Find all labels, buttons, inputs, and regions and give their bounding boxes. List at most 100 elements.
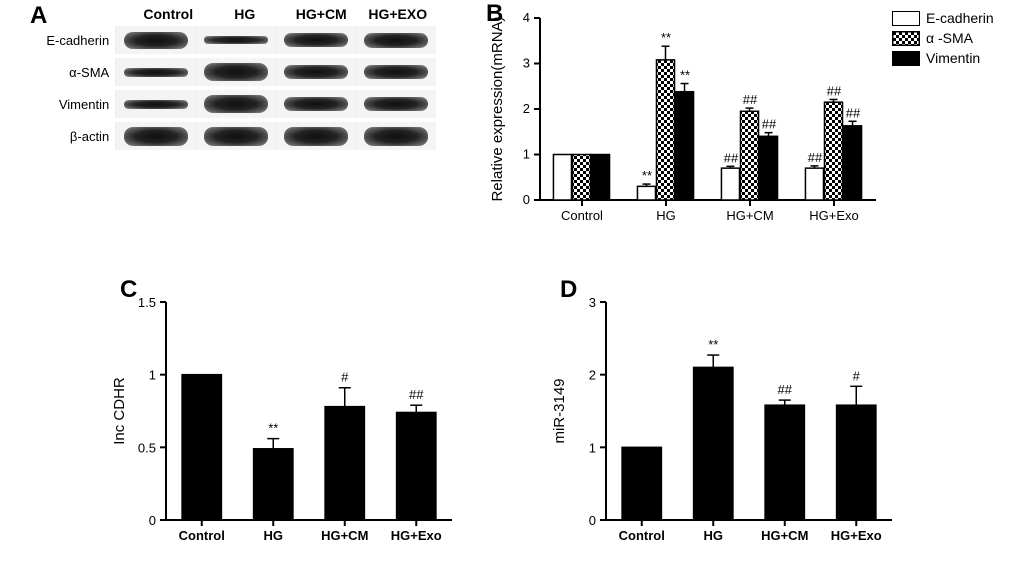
svg-text:##: ##: [724, 150, 739, 165]
blot-lane: [115, 58, 195, 86]
svg-text:Control: Control: [619, 528, 665, 543]
blot-header: Control: [130, 6, 207, 22]
svg-text:##: ##: [762, 117, 777, 132]
svg-text:HG+CM: HG+CM: [321, 528, 368, 543]
blot-band: [204, 95, 268, 113]
svg-text:**: **: [268, 421, 278, 436]
blot-row-label: Vimentin: [28, 97, 115, 112]
blot-band: [284, 97, 348, 111]
blot-band: [124, 68, 188, 77]
blot-row-label: α-SMA: [28, 65, 115, 80]
chart-B: 0 1 2 3 4 Relative expression(mRNA) Control HG *…: [484, 6, 884, 236]
blot-header: HG+EXO: [360, 6, 437, 22]
legend-label: α -SMA: [926, 30, 973, 46]
svg-text:Control: Control: [561, 208, 603, 223]
svg-text:0: 0: [589, 513, 596, 528]
blot-lane: [195, 90, 275, 118]
svg-text:HG+Exo: HG+Exo: [391, 528, 442, 543]
svg-text:**: **: [708, 337, 718, 352]
blot-headers: Control HG HG+CM HG+EXO: [130, 6, 436, 22]
blot-band: [124, 127, 188, 146]
svg-text:HG+Exo: HG+Exo: [831, 528, 882, 543]
svg-text:2: 2: [589, 368, 596, 383]
blot-row: E-cadherin: [28, 26, 436, 54]
svg-text:0: 0: [523, 192, 530, 207]
svg-text:##: ##: [778, 382, 793, 397]
blot-lane: [195, 26, 275, 54]
svg-text:HG+CM: HG+CM: [726, 208, 773, 223]
blot-band: [284, 33, 348, 47]
svg-text:Control: Control: [179, 528, 225, 543]
svg-text:miR-3149: miR-3149: [551, 378, 568, 443]
blot-lane: [276, 122, 356, 150]
svg-text:0: 0: [149, 513, 156, 528]
svg-text:3: 3: [589, 295, 596, 310]
svg-text:**: **: [661, 30, 671, 45]
blot-lane: [195, 122, 275, 150]
svg-text:1: 1: [149, 368, 156, 383]
svg-text:HG: HG: [264, 528, 284, 543]
legend-item: Vimentin: [892, 50, 994, 66]
figure: A B C D Control HG HG+CM HG+EXO E-cadher…: [0, 0, 1020, 565]
blot-lane: [115, 26, 195, 54]
svg-text:HG+CM: HG+CM: [761, 528, 808, 543]
svg-text:3: 3: [523, 56, 530, 71]
blot-band: [124, 32, 188, 49]
svg-text:**: **: [642, 168, 652, 183]
blot-row: α-SMA: [28, 58, 436, 86]
svg-text:##: ##: [743, 92, 758, 107]
svg-text:#: #: [341, 370, 349, 385]
blot-band: [364, 97, 428, 111]
svg-text:##: ##: [808, 150, 823, 165]
western-blot-panel: Control HG HG+CM HG+EXO E-cadherin α-SMA V…: [28, 6, 436, 150]
svg-text:##: ##: [846, 105, 861, 120]
svg-text:Inc CDHR: Inc CDHR: [111, 377, 128, 445]
svg-text:1.5: 1.5: [138, 295, 156, 310]
blot-band: [284, 65, 348, 79]
blot-header: HG: [207, 6, 284, 22]
svg-text:**: **: [680, 68, 690, 83]
svg-text:##: ##: [409, 387, 424, 402]
svg-text:4: 4: [523, 10, 530, 25]
svg-text:1: 1: [523, 147, 530, 162]
blot-lane: [115, 90, 195, 118]
svg-text:#: #: [853, 368, 861, 383]
chart-C: 0 0.5 1 1.5 Inc CDHR Control HG ** HG+CM # HG+Exo #…: [104, 282, 464, 562]
legend-swatch: [892, 31, 920, 46]
legend-label: E-cadherin: [926, 10, 994, 26]
legend-swatch: [892, 51, 920, 66]
svg-text:HG+Exo: HG+Exo: [809, 208, 859, 223]
blot-band: [364, 65, 428, 79]
svg-text:##: ##: [827, 83, 842, 98]
blot-header: HG+CM: [283, 6, 360, 22]
blot-lane: [356, 90, 436, 118]
blot-row: β-actin: [28, 122, 436, 150]
blot-row-label: E-cadherin: [28, 33, 115, 48]
blot-lane: [356, 26, 436, 54]
blot-band: [364, 127, 428, 146]
blot-band: [364, 33, 428, 48]
legend-item: E-cadherin: [892, 10, 994, 26]
svg-text:1: 1: [589, 440, 596, 455]
blot-row-label: β-actin: [28, 129, 115, 144]
blot-band: [124, 100, 188, 109]
blot-lane: [276, 26, 356, 54]
legend-swatch: [892, 11, 920, 26]
blot-lane: [115, 122, 195, 150]
blot-lane: [195, 58, 275, 86]
blot-band: [204, 36, 268, 44]
legend-B: E-cadherin α -SMA Vimentin: [892, 10, 994, 70]
legend-item: α -SMA: [892, 30, 994, 46]
svg-text:HG: HG: [704, 528, 724, 543]
svg-text:2: 2: [523, 101, 530, 116]
blot-lane: [276, 58, 356, 86]
blot-row: Vimentin: [28, 90, 436, 118]
blot-band: [284, 127, 348, 146]
legend-label: Vimentin: [926, 50, 980, 66]
svg-text:0.5: 0.5: [138, 440, 156, 455]
svg-text:HG: HG: [656, 208, 676, 223]
svg-text:Relative expression(mRNA): Relative expression(mRNA): [489, 16, 506, 201]
blot-lane: [356, 122, 436, 150]
blot-lane: [276, 90, 356, 118]
blot-band: [204, 127, 268, 146]
